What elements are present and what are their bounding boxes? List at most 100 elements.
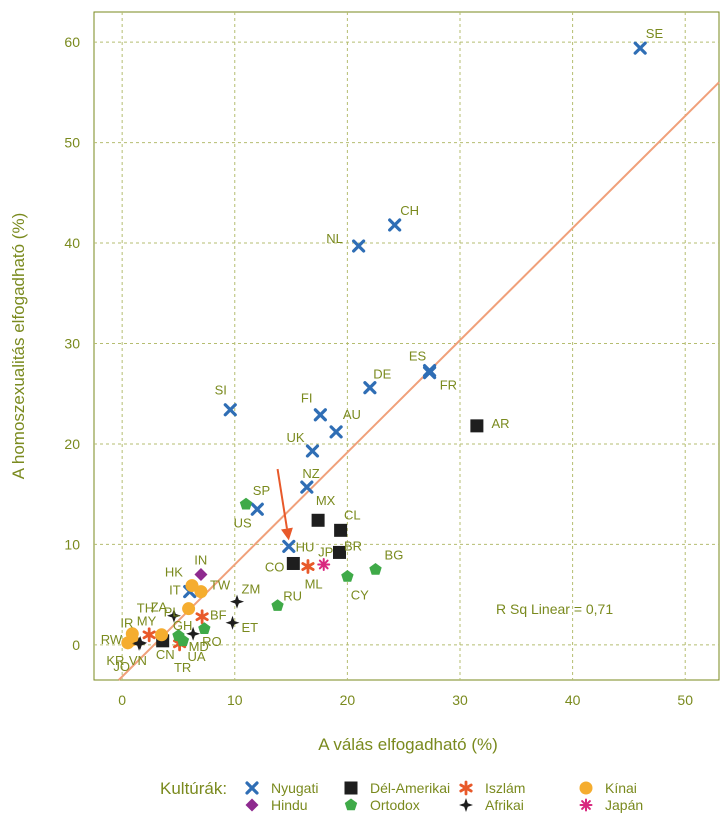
x-tick-label: 20 <box>340 692 356 708</box>
legend-marker-delamerikai <box>344 781 358 795</box>
point-label-ru: RU <box>283 589 302 604</box>
point-label-gh: GH <box>173 618 193 633</box>
point-label-se: SE <box>646 26 664 41</box>
highlight-arrow <box>276 468 293 541</box>
point-label-cl: CL <box>344 507 361 522</box>
legend-label-hindu: Hindu <box>271 797 308 813</box>
legend-marker-afrikai <box>459 798 473 812</box>
data-points <box>121 41 647 652</box>
legend-label-ortodox: Ortodox <box>370 797 420 813</box>
point-ml <box>301 559 315 574</box>
legend-marker-nyugati <box>245 781 259 795</box>
point-tw <box>194 585 208 599</box>
point-jp <box>317 557 331 571</box>
point-label-ml: ML <box>305 577 323 592</box>
y-axis-title: A homoszexualitás elfogadható (%) <box>9 213 28 480</box>
point-et <box>225 615 240 630</box>
y-tick-label: 30 <box>64 335 80 351</box>
point-label-et: ET <box>242 620 259 635</box>
point-mx <box>311 513 325 527</box>
point-label-my: MY <box>137 614 157 629</box>
legend-label-iszlam: Iszlám <box>485 780 525 796</box>
legend-label-afrikai: Afrikai <box>485 797 524 813</box>
point-label-tr: TR <box>174 660 191 675</box>
point-cy <box>341 570 354 582</box>
legend-label-kinai: Kínai <box>605 780 637 796</box>
point-fr <box>422 366 437 380</box>
grid-lines <box>94 12 719 680</box>
point-label-jo: JO <box>113 659 130 674</box>
legend: Kultúrák: Nyugati Dél-Amerikai Iszlám Kínai… <box>160 779 643 813</box>
point-au <box>329 425 343 439</box>
point-label-bg: BG <box>385 547 404 562</box>
point-label-si: SI <box>215 383 227 398</box>
point-cl <box>334 523 348 537</box>
point-label-br: BR <box>344 538 362 553</box>
arrow-head <box>281 527 293 541</box>
x-tick-label: 10 <box>227 692 243 708</box>
point-label-ua: UA <box>187 649 205 664</box>
point-label-cy: CY <box>351 588 369 603</box>
arrow-shaft <box>276 468 288 529</box>
point-za <box>166 608 181 623</box>
point-label-in: IN <box>194 552 207 567</box>
point-label-tw: TW <box>210 578 231 593</box>
legend-label-nyugati: Nyugati <box>271 780 318 796</box>
point-label-au: AU <box>343 407 361 422</box>
point-br <box>332 545 346 559</box>
point-label-sp: SP <box>253 483 270 498</box>
point-co <box>286 556 300 570</box>
point-label-co: CO <box>265 559 285 574</box>
point-label-de: DE <box>373 367 391 382</box>
point-ar <box>470 419 484 433</box>
point-label-bf: BF <box>210 608 227 623</box>
trend-line <box>118 81 720 681</box>
point-label-ar: AR <box>492 416 510 431</box>
plot-frame <box>93 11 720 681</box>
point-label-fi: FI <box>301 391 313 406</box>
point-ro <box>198 622 211 634</box>
point-label-vn: VN <box>129 653 147 668</box>
point-label-ch: CH <box>400 203 419 218</box>
point-label-ir: IR <box>120 616 133 631</box>
point-label-kr: KR <box>106 653 124 668</box>
point-in <box>194 568 208 582</box>
point-label-es: ES <box>409 349 427 364</box>
legend-marker-iszlam <box>459 780 473 796</box>
y-tick-label: 60 <box>64 34 80 50</box>
point-jo <box>132 636 147 651</box>
point-label-it: IT <box>169 583 181 598</box>
point-vn <box>155 628 169 642</box>
point-uk <box>305 444 320 458</box>
point-label-zm: ZM <box>242 582 261 597</box>
point-label-jp: JP <box>318 544 333 559</box>
point-ua <box>186 626 201 641</box>
y-tick-label: 20 <box>64 436 80 452</box>
point-de <box>363 381 377 395</box>
point-md <box>176 634 190 647</box>
x-tick-label: 50 <box>677 692 693 708</box>
point-se <box>633 41 647 55</box>
point-label-fr: FR <box>440 378 457 393</box>
legend-marker-hindu <box>245 798 259 812</box>
point-si <box>223 403 237 417</box>
point-label-nz: NZ <box>302 466 319 481</box>
point-label-rw: RW <box>101 632 123 647</box>
y-tick-label: 10 <box>64 536 80 552</box>
point-us <box>250 502 264 516</box>
point-sp <box>239 497 253 510</box>
point-label-uk: UK <box>287 430 305 445</box>
point-label-pl: PL <box>164 605 180 620</box>
point-ru <box>271 599 284 611</box>
point-label-ro: RO <box>202 634 222 649</box>
point-label-us: US <box>234 515 252 530</box>
point-label-cn: CN <box>156 647 175 662</box>
x-tick-label: 30 <box>452 692 468 708</box>
point-pl <box>182 602 196 616</box>
y-tick-label: 40 <box>64 235 80 251</box>
point-labels: SE CH NL ES FR DE AU FI SI UK NZ US HU IT AR MX CL BR CO CN… <box>101 26 664 675</box>
point-nz <box>300 480 314 494</box>
point-nl <box>352 239 366 253</box>
y-tick-label: 50 <box>64 135 80 151</box>
